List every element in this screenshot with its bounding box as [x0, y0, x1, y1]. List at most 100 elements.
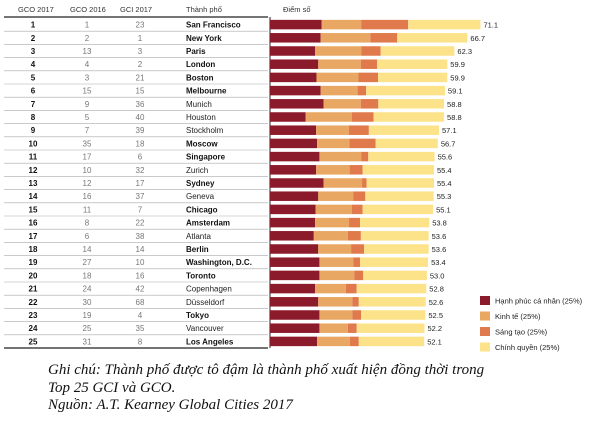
table-row: 2 2 1 New York 66.7	[31, 33, 485, 43]
table-row: 19 27 10 Washington, D.C. 53.4	[29, 257, 446, 267]
bar-segment	[270, 112, 306, 122]
city-name: Copenhagen	[186, 285, 232, 294]
gco2016-rank: 8	[85, 219, 90, 228]
bar-segment	[347, 323, 357, 333]
gci2017-rank: 3	[138, 47, 143, 56]
table-row: 6 15 15 Melbourne 59.1	[31, 85, 463, 96]
bar-segment	[362, 204, 434, 215]
gco2016-rank: 16	[83, 192, 92, 201]
gco2016-rank: 18	[83, 271, 92, 280]
bar-segment	[363, 270, 427, 281]
gco2017-rank: 9	[31, 126, 36, 135]
bar-segment	[380, 46, 455, 56]
gco2017-rank: 10	[29, 139, 38, 148]
gco2017-rank: 22	[29, 298, 38, 307]
bar-segment	[347, 231, 361, 241]
score-label: 53.4	[431, 258, 446, 267]
gci2017-rank: 10	[136, 258, 145, 267]
chart-legend: Hạnh phúc cá nhân (25%) Kinh tế (25%) Sáng…	[480, 296, 583, 352]
header-gco2016: GCO 2016	[70, 5, 106, 14]
table-row: 14 16 37 Geneva 55.3	[29, 191, 451, 201]
bar-segment	[319, 270, 355, 281]
bar-segment	[318, 191, 354, 201]
bar-segment	[368, 125, 440, 135]
gco2016-rank: 7	[85, 126, 90, 135]
bar-segment	[319, 151, 362, 162]
bar-segment	[270, 19, 322, 30]
legend-swatch	[480, 296, 490, 305]
gci2017-rank: 17	[136, 179, 145, 188]
note-line-3: Nguồn: A.T. Kearney Global Cities 2017	[48, 397, 293, 413]
bar-segment	[378, 99, 445, 109]
gco2017-rank: 7	[31, 100, 36, 109]
bar-segment	[349, 217, 360, 228]
bar-segment	[321, 19, 362, 30]
table-row: 11 17 6 Singapore 55.6	[29, 151, 452, 162]
city-name: Moscow	[186, 139, 218, 148]
bar-segment	[305, 112, 352, 122]
bar-segment	[270, 85, 321, 96]
bar-segment	[368, 151, 435, 162]
gci2017-rank: 1	[138, 34, 143, 43]
city-name: Geneva	[186, 192, 215, 201]
bar-segment	[270, 46, 315, 56]
gci2017-rank: 32	[136, 166, 145, 175]
bar-segment	[358, 297, 426, 307]
gco2017-rank: 4	[31, 60, 36, 69]
legend-swatch	[480, 311, 490, 321]
score-label: 58.8	[447, 113, 462, 122]
bar-segment	[315, 204, 352, 215]
table-row: 20 18 16 Toronto 53.0	[29, 270, 445, 281]
score-label: 53.0	[430, 271, 445, 280]
gci2017-rank: 35	[136, 324, 145, 333]
gco2016-rank: 1	[85, 21, 90, 30]
bar-segment	[323, 99, 361, 109]
gci2017-rank: 38	[136, 232, 145, 241]
city-name: London	[186, 60, 215, 69]
bar-segment	[351, 244, 365, 254]
score-label: 62.3	[457, 47, 472, 56]
city-name: Zurich	[186, 166, 208, 175]
ranking-chart: GCO 2017 GCO 2016 GCI 2017 Thành phố Điể…	[4, 5, 583, 352]
gco2017-rank: 2	[31, 34, 36, 43]
gci2017-rank: 23	[136, 21, 145, 30]
table-row: 5 3 21 Boston 59.9	[31, 72, 465, 82]
gco2016-rank: 4	[85, 60, 90, 69]
table-row: 22 30 68 Düsseldorf 52.6	[29, 297, 443, 307]
bar-segment	[352, 310, 362, 320]
score-label: 66.7	[470, 34, 485, 43]
city-name: Boston	[186, 73, 214, 82]
bar-segment	[270, 244, 319, 254]
gco2017-rank: 20	[29, 271, 38, 280]
table-row: 8 5 40 Houston 58.8	[31, 112, 462, 122]
gci2017-rank: 36	[136, 100, 145, 109]
gci2017-rank: 7	[138, 205, 143, 214]
gci2017-rank: 14	[136, 245, 145, 254]
city-name: Vancouver	[186, 324, 224, 333]
bar-segment	[362, 178, 367, 188]
score-label: 71.1	[483, 21, 498, 30]
city-name: Los Angeles	[186, 337, 234, 346]
gco2017-rank: 11	[29, 153, 38, 162]
bar-segment	[270, 283, 315, 294]
bar-segment	[360, 231, 429, 241]
gco2016-rank: 24	[83, 285, 92, 294]
bar-segment	[318, 59, 361, 69]
gco2017-rank: 16	[29, 219, 38, 228]
bar-segment	[270, 310, 320, 320]
bar-segment	[270, 59, 319, 69]
gci2017-rank: 15	[136, 87, 145, 96]
bar-segment	[270, 257, 320, 267]
table-row: 18 14 14 Berlin 53.6	[29, 244, 446, 254]
legend-swatch	[480, 327, 490, 336]
bar-segment	[270, 165, 317, 175]
bar-segment	[359, 217, 430, 228]
header-city: Thành phố	[186, 5, 223, 14]
city-name: Stockholm	[186, 126, 224, 135]
city-name: Tokyo	[186, 311, 209, 320]
table-row: 10 35 18 Moscow 56.7	[29, 138, 455, 148]
gci2017-rank: 6	[138, 153, 143, 162]
bar-segment	[270, 323, 320, 333]
bar-segment	[360, 59, 378, 69]
gco2016-rank: 27	[83, 258, 92, 267]
